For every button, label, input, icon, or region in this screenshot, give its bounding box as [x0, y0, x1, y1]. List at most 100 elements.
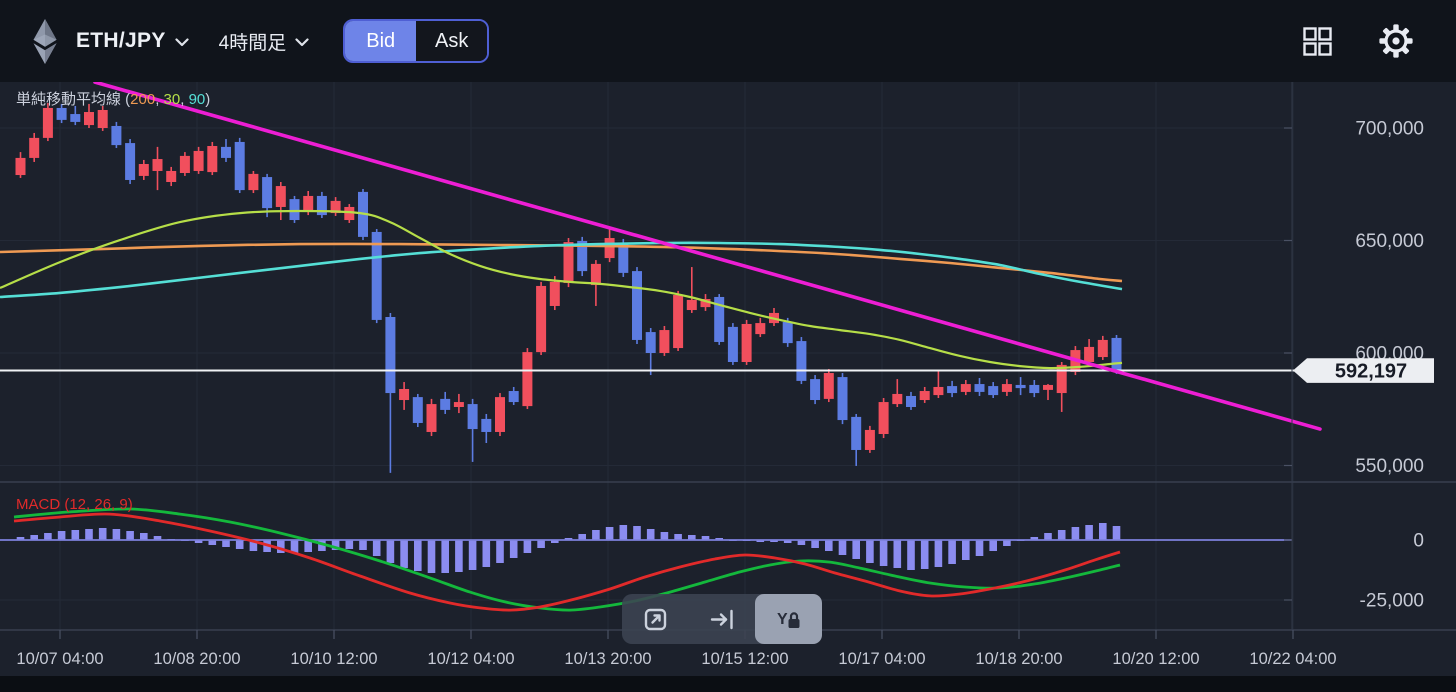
macd-histogram-bar — [345, 540, 354, 549]
macd-histogram-bar — [427, 540, 436, 573]
macd-histogram-bar — [1112, 526, 1121, 540]
timeframe-selector[interactable]: 4時間足 — [189, 28, 310, 55]
macd-histogram-bar — [496, 540, 504, 563]
macd-histogram-bar — [564, 538, 573, 540]
candle — [289, 199, 300, 221]
macd-histogram-bar — [414, 540, 422, 572]
macd-histogram-bar — [879, 540, 888, 566]
macd-histogram-bar — [304, 540, 312, 552]
macd-histogram-bar — [797, 540, 806, 545]
pair-label: ETH/JPY — [76, 29, 166, 52]
candle — [138, 164, 149, 176]
timeframe-label: 4時間足 — [218, 32, 287, 54]
candle — [385, 317, 396, 394]
candle — [563, 242, 574, 284]
chart-toolbar: Y — [622, 594, 823, 644]
candle — [467, 404, 478, 430]
candle — [330, 200, 341, 214]
candle — [453, 402, 464, 407]
price-axis-label: 700,000 — [1355, 119, 1424, 140]
macd-histogram-bar — [605, 526, 614, 540]
macd-histogram-bar — [249, 540, 258, 551]
time-axis-label: 10/13 20:00 — [564, 650, 651, 668]
candle — [714, 296, 725, 342]
candle — [426, 404, 437, 432]
macd-histogram-bar — [1057, 529, 1066, 540]
candle — [1043, 384, 1053, 390]
current-price-tag-label: 592,197 — [1335, 361, 1407, 383]
settings-button[interactable] — [1378, 23, 1414, 59]
candle — [495, 397, 505, 432]
candle — [248, 173, 259, 191]
candle — [70, 114, 81, 122]
macd-histogram-bar — [1085, 525, 1093, 540]
macd-histogram-bar — [290, 540, 299, 554]
macd-histogram-bar — [1003, 540, 1011, 546]
macd-histogram-bar — [44, 532, 52, 540]
candle — [618, 242, 629, 273]
macd-histogram-bar — [85, 529, 93, 540]
macd-histogram-bar — [688, 535, 696, 540]
macd-histogram-bar — [756, 540, 765, 542]
macd-histogram-bar — [866, 540, 874, 563]
current-price-tag — [1293, 358, 1434, 383]
macd-histogram-bar — [907, 540, 915, 570]
macd-histogram-bar — [646, 529, 655, 540]
macd-histogram-bar — [441, 540, 449, 573]
macd-histogram-bar — [948, 540, 956, 564]
macd-histogram-bar — [16, 537, 25, 540]
macd-histogram-bar — [1099, 523, 1107, 540]
candle — [906, 395, 916, 407]
candle — [412, 397, 423, 423]
pair-selector[interactable]: ETH/JPY — [60, 29, 189, 53]
candle — [97, 110, 108, 128]
candle — [29, 137, 40, 158]
macd-histogram-bar — [523, 540, 532, 554]
macd-histogram-bar — [1071, 526, 1080, 540]
macd-histogram-bar — [400, 540, 408, 569]
bid-ask-toggle: Bid Ask — [343, 19, 490, 63]
candle — [796, 341, 807, 381]
macd-histogram-bar — [770, 540, 778, 542]
candle — [536, 285, 547, 353]
time-axis-label: 10/22 04:00 — [1249, 650, 1336, 668]
candle — [864, 429, 875, 450]
layout-grid-button[interactable] — [1303, 26, 1332, 56]
candle — [590, 263, 601, 286]
macd-histogram-bar — [660, 532, 669, 540]
candle — [207, 146, 218, 173]
candle — [659, 330, 670, 353]
macd-histogram-bar — [208, 540, 217, 545]
candle — [947, 386, 958, 394]
price-axis-label: 550,000 — [1355, 456, 1424, 477]
candle — [810, 379, 821, 401]
candle — [727, 326, 738, 362]
macd-histogram-bar — [112, 529, 121, 540]
sma30-line — [0, 209, 1123, 370]
candle — [604, 238, 615, 259]
candle — [316, 195, 327, 216]
candle — [15, 157, 26, 176]
candle — [1015, 384, 1026, 389]
y-axis-lock-button[interactable]: Y — [755, 594, 823, 644]
macd-histogram-bar — [551, 540, 559, 543]
macd-histogram-bar — [715, 538, 723, 540]
candle — [988, 386, 999, 396]
go-to-latest-button[interactable] — [689, 594, 756, 644]
macd-histogram-bar — [509, 540, 518, 558]
candle — [111, 125, 122, 146]
macd-histogram-bar — [838, 540, 847, 555]
candle — [700, 299, 711, 308]
macd-axis-label: 0 — [1413, 531, 1424, 552]
candle — [632, 271, 642, 340]
fit-content-button[interactable] — [622, 594, 689, 644]
candle — [645, 332, 656, 353]
candle — [851, 416, 862, 450]
ask-button[interactable]: Ask — [416, 21, 488, 61]
bid-button[interactable]: Bid — [345, 21, 417, 61]
macd-histogram-bar — [222, 540, 230, 548]
instrument-area: ETH/JPY 4時間足 Bid Ask — [0, 18, 490, 65]
macd-histogram-bar — [1030, 537, 1039, 540]
macd-histogram-bar — [153, 535, 162, 540]
